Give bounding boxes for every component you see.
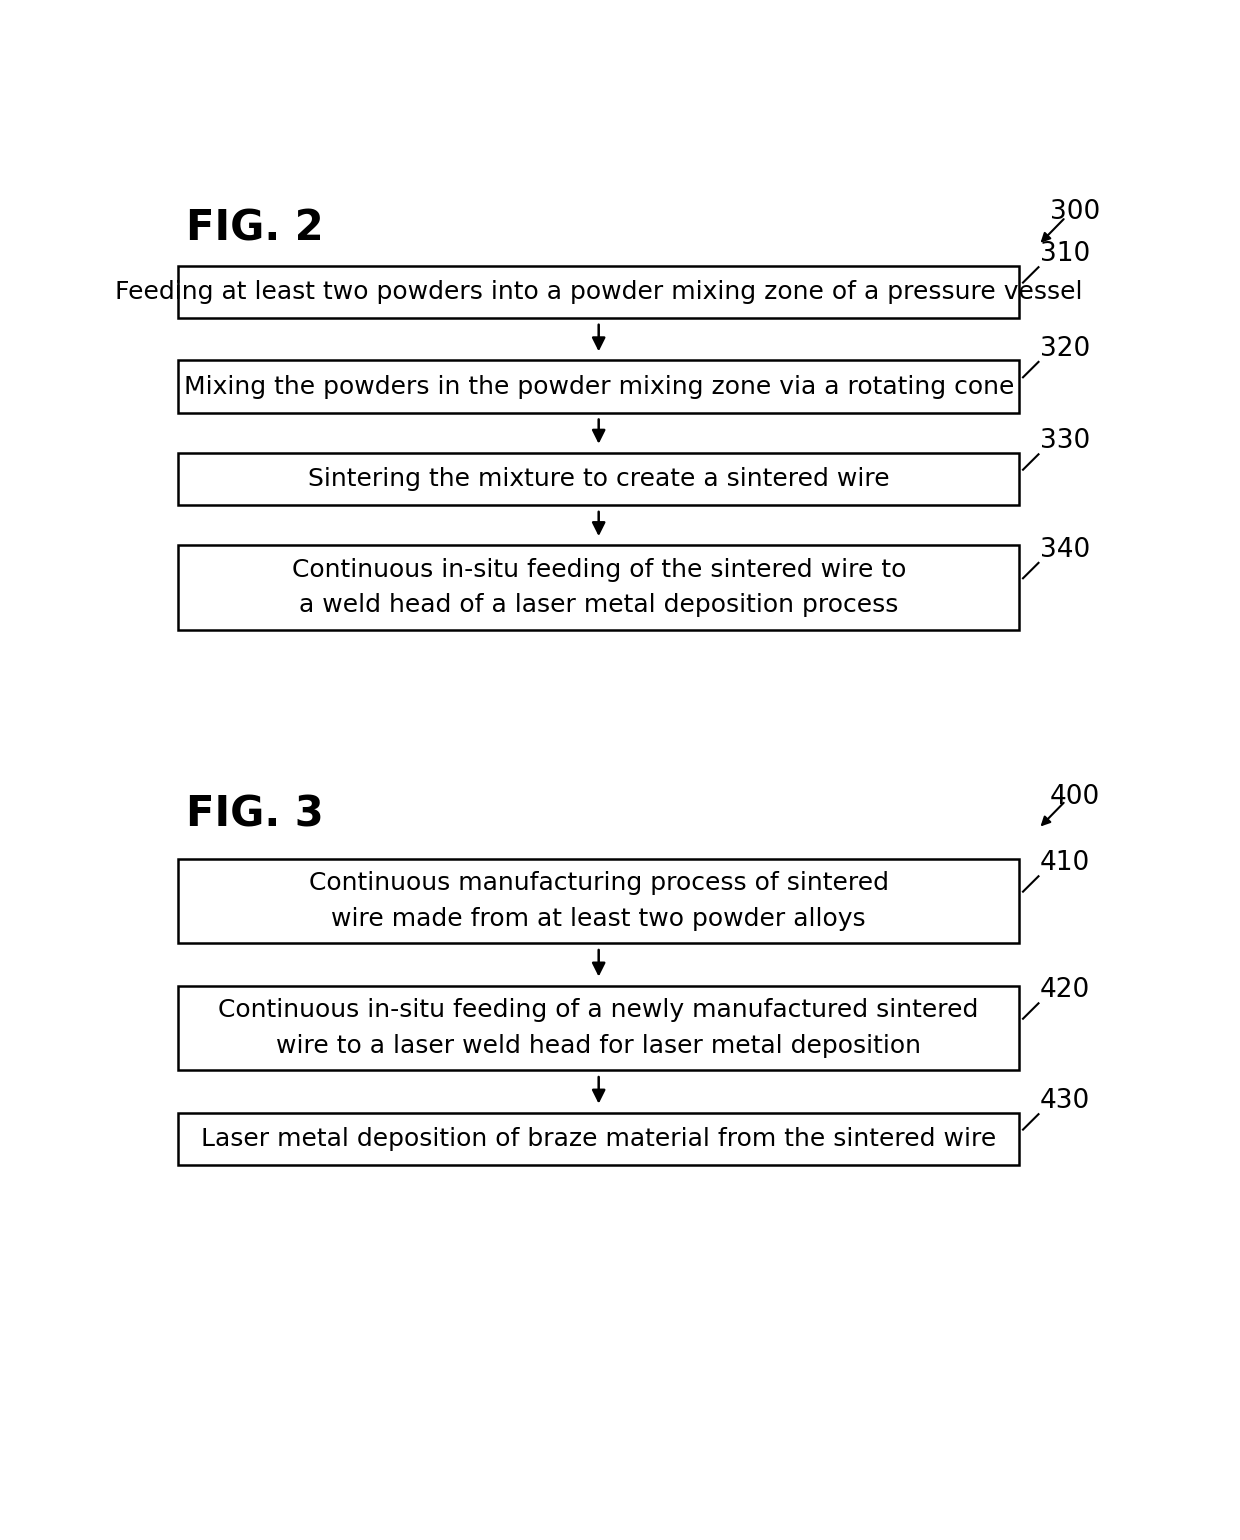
- Text: 330: 330: [1040, 428, 1090, 454]
- Text: Continuous in-situ feeding of the sintered wire to
a weld head of a laser metal : Continuous in-situ feeding of the sinter…: [291, 557, 906, 618]
- Text: 340: 340: [1040, 537, 1090, 562]
- Text: FIG. 2: FIG. 2: [186, 208, 324, 249]
- Bar: [179, 453, 1019, 505]
- Text: Laser metal deposition of braze material from the sintered wire: Laser metal deposition of braze material…: [201, 1127, 996, 1150]
- Text: Continuous in-situ feeding of a newly manufactured sintered
wire to a laser weld: Continuous in-situ feeding of a newly ma…: [218, 998, 978, 1058]
- Bar: [179, 858, 1019, 942]
- Bar: [179, 1112, 1019, 1164]
- Text: Feeding at least two powders into a powder mixing zone of a pressure vessel: Feeding at least two powders into a powd…: [115, 280, 1083, 303]
- Text: 310: 310: [1040, 242, 1090, 266]
- Bar: [179, 265, 1019, 317]
- Text: 300: 300: [1050, 199, 1100, 225]
- Text: 410: 410: [1040, 850, 1090, 876]
- Text: 420: 420: [1040, 978, 1090, 1004]
- Text: 320: 320: [1040, 336, 1090, 362]
- Text: 400: 400: [1050, 784, 1100, 810]
- Bar: [179, 986, 1019, 1070]
- Bar: [179, 545, 1019, 630]
- Text: Continuous manufacturing process of sintered
wire made from at least two powder : Continuous manufacturing process of sint…: [309, 872, 889, 930]
- Bar: [179, 360, 1019, 413]
- Text: Mixing the powders in the powder mixing zone via a rotating cone: Mixing the powders in the powder mixing …: [184, 374, 1014, 399]
- Text: FIG. 3: FIG. 3: [186, 793, 324, 835]
- Text: Sintering the mixture to create a sintered wire: Sintering the mixture to create a sinter…: [308, 467, 889, 491]
- Text: 430: 430: [1040, 1089, 1090, 1113]
